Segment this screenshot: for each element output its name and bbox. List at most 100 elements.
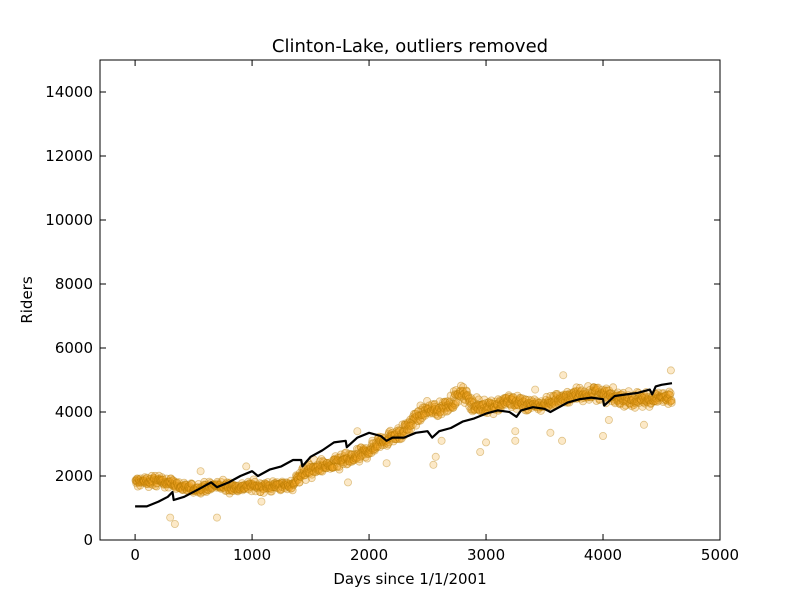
scatter-point [354,445,363,454]
scatter-point [157,477,166,486]
scatter-point [242,481,251,490]
scatter-point [635,396,644,405]
scatter-point [405,418,414,427]
scatter-point [338,455,347,464]
scatter-point [575,383,584,392]
scatter-point [304,464,313,473]
scatter-point [485,400,494,409]
scatter-point [143,478,152,487]
scatter-point [547,398,556,407]
scatter-point [615,399,624,408]
scatter-point [369,439,378,448]
scatter-point [553,397,562,406]
scatter-point [625,399,634,408]
scatter-point [446,391,455,400]
scatter-point [561,392,570,401]
scatter-point [575,389,584,398]
scatter-point [246,482,255,491]
scatter-point [264,484,273,493]
scatter-point [275,480,284,489]
scatter-point [373,442,382,451]
scatter-point [496,396,505,405]
scatter-point [506,394,515,403]
scatter-point [280,481,289,490]
scatter-point [361,444,370,453]
scatter-point [248,480,257,489]
scatter-point [467,397,476,406]
scatter-point [374,438,383,447]
scatter-point [441,398,450,407]
scatter-point [541,395,550,404]
scatter-point [420,411,429,420]
scatter-point [175,482,184,491]
scatter-point [530,395,539,404]
scatter-point [625,395,634,404]
scatter-point [505,399,514,408]
scatter-point [208,484,217,493]
scatter-point [213,477,222,486]
scatter-point [399,426,408,435]
scatter-point [477,400,486,409]
scatter-point [329,455,338,464]
scatter-point [183,483,192,492]
y-axis: 0 2000 4000 6000 8000 10000 12000 14000 [45,83,720,549]
scatter-point [569,388,578,397]
scatter-point [353,453,362,462]
scatter-point [173,480,182,489]
scatter-point [638,402,647,411]
scatter-point [367,439,376,448]
scatter-point [318,456,327,465]
scatter-point [320,461,329,470]
chart-title: Clinton-Lake, outliers removed [272,36,548,57]
scatter-point [519,397,528,406]
scatter-point [576,387,585,396]
scatter-point [453,390,462,399]
scatter-point [640,392,649,401]
scatter-point [499,397,508,406]
scatter-point [512,396,521,405]
scatter-point [133,482,142,491]
y-tick-label: 8000 [55,275,93,293]
scatter-point [652,394,661,403]
scatter-point [468,396,477,405]
scatter-point [352,450,361,459]
scatter-point [262,484,271,493]
scatter-point [597,388,606,397]
scatter-point [654,396,663,405]
scatter-point [651,394,660,403]
scatter-point [361,446,370,455]
scatter-point [250,481,259,490]
x-tick-label: 0 [130,546,140,564]
scatter-point [424,408,433,417]
scatter-point [176,484,185,493]
scatter-point [588,388,597,397]
scatter-point [182,480,191,489]
scatter-point [644,395,653,404]
scatter-point [447,401,456,410]
scatter-point [260,479,269,488]
scatter-point [322,458,331,467]
scatter-point [459,390,468,399]
scatter-point [508,395,517,404]
scatter-point [422,403,431,412]
scatter-point [501,393,510,402]
scatter-point [654,388,663,397]
scatter-point [170,477,179,486]
scatter-point [551,395,560,404]
scatter-point [331,458,340,467]
scatter-point [622,397,631,406]
scatter-point [506,400,515,409]
scatter-point [546,397,555,406]
scatter-point [307,474,316,483]
scatter-point [629,395,638,404]
scatter-point [528,397,537,406]
scatter-point [555,397,564,406]
scatter-point [361,453,370,462]
scatter-point [281,480,290,489]
scatter-point [438,401,447,410]
scatter-point [345,455,354,464]
scatter-point [179,481,188,490]
scatter-point [520,398,529,407]
